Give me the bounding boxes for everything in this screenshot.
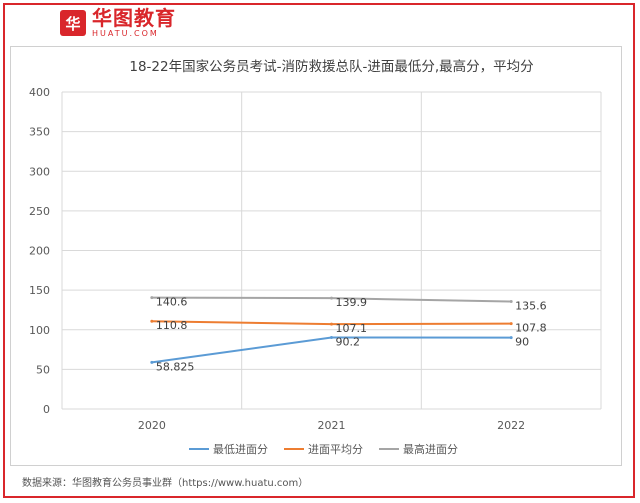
data-point [330,322,333,326]
data-point [150,360,154,364]
legend-label: 最低进面分 [213,443,268,456]
x-tick-label: 2020 [138,419,166,432]
chart-container: 18-22年国家公务员考试-消防救援总队-进面最低分,最高分，平均分 0 50 100… [10,46,622,466]
data-point [509,336,513,340]
data-label: 135.6 [515,300,547,313]
series-line-1 [151,336,512,364]
y-tick-label: 100 [29,324,50,337]
data-label: 139.9 [336,296,368,309]
data-point [330,296,333,300]
y-tick-label: 400 [29,86,50,99]
y-tick-label: 350 [29,126,50,139]
y-tick-label: 0 [43,403,50,416]
chart-title: 18-22年国家公务员考试-消防救援总队-进面最低分,最高分，平均分 [129,58,533,75]
legend-label: 进面平均分 [308,443,363,456]
data-point [150,296,154,300]
y-tick-label: 250 [29,205,50,218]
data-point [509,322,513,326]
data-label: 90 [515,336,529,349]
legend-label: 最高进面分 [403,442,458,456]
brand-logo: 华 华图教育 HUATU.COM [60,8,176,38]
source-note: 数据来源：华图教育公务员事业群（https://www.huatu.com） [22,478,309,489]
data-label: 90.2 [336,336,361,349]
data-point [150,319,154,323]
logo-icon: 华 [60,10,86,36]
y-tick-label: 200 [29,245,50,258]
logo-name: 华图教育 [92,6,176,30]
x-tick-label: 2021 [318,419,346,432]
logo-subtitle: HUATU.COM [92,29,159,38]
data-label: 107.8 [515,322,547,335]
data-label: 58.825 [156,360,195,373]
data-label: 110.8 [156,319,188,332]
y-tick-label: 50 [36,363,50,376]
page-frame [3,3,635,498]
y-tick-label: 300 [29,165,50,178]
x-tick-label: 2022 [497,419,525,432]
data-label: 107.1 [336,322,368,335]
y-tick-label: 150 [29,284,50,297]
data-point [509,300,513,304]
line-chart: 18-22年国家公务员考试-消防救援总队-进面最低分,最高分，平均分 0 50 100… [29,58,602,456]
data-point [330,336,333,340]
data-label: 140.6 [156,296,188,309]
